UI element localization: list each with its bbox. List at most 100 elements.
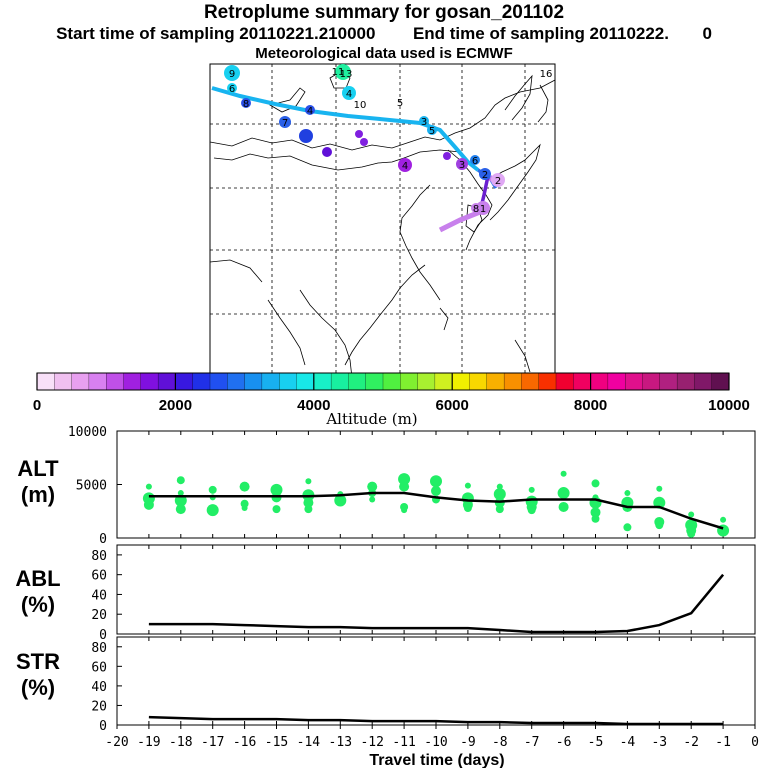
cluster-label: 13 (340, 69, 353, 80)
x-axis: -20 -19 -18 -17 -16 -15 -14 -13 -12 -11 -10 -9 -8 -7-… (105, 725, 759, 750)
cluster-marker (305, 105, 315, 115)
cluster-label: 2 (495, 176, 501, 187)
cluster-label: 11 (332, 67, 345, 78)
colorbar-cell (227, 372, 246, 391)
x-tick-label: -9 (460, 735, 476, 750)
abl-label: ABL (15, 566, 60, 591)
alt-point (369, 496, 376, 503)
cluster-marker (241, 98, 251, 108)
panel-frame (116, 636, 756, 726)
alt-point (240, 499, 249, 508)
y-tick-label: 80 (91, 641, 107, 656)
map-frame (209, 63, 556, 379)
y-tick-label: 40 (91, 588, 107, 603)
colorbar-cell (175, 372, 194, 391)
alt-label: ALT (17, 456, 59, 481)
trajectory-low-2 (438, 209, 481, 233)
cluster-marker (443, 152, 451, 160)
alt-point (496, 483, 503, 490)
cluster-marker (355, 130, 363, 138)
cluster-marker (335, 64, 351, 80)
colorbar-cell (676, 372, 695, 391)
y-tick-label: 60 (91, 569, 107, 584)
colorbar-cell (54, 372, 73, 391)
cluster-marker (322, 147, 332, 157)
alt-point (656, 485, 663, 492)
start-time: Start time of sampling 20110221.210000 (56, 24, 376, 43)
alt-point (624, 490, 631, 497)
x-tick-label: -13 (329, 735, 352, 750)
alt-point (143, 499, 154, 510)
cluster-label: 1 (480, 204, 486, 215)
trajectory-map: 1 2 2 3 3 4 4 4 5 6 6 7 8 8 (209, 63, 556, 379)
cluster-labels: 1 2 2 3 3 4 4 4 5 6 6 7 8 8 (224, 64, 552, 215)
alt-point (558, 501, 569, 512)
colorbar-cell (607, 372, 626, 391)
alt-point (687, 529, 696, 538)
cluster-label: 6 (229, 84, 235, 95)
alt-point (241, 505, 248, 512)
colorbar-cell (555, 372, 574, 391)
y-tick-label: 80 (91, 549, 107, 564)
cluster-label: 10 (354, 100, 367, 111)
colorbar-cell (348, 372, 367, 391)
colorbar-cell (625, 372, 643, 391)
colorbar-cell (192, 372, 211, 391)
colorbar-cell (486, 372, 505, 391)
colorbar-cell (469, 372, 488, 391)
cluster-marker (360, 138, 368, 146)
abl-panel: 0 20 40 60 80 (91, 544, 756, 643)
colorbar-tick-label: 2000 (159, 397, 192, 414)
cluster-label: 3 (421, 117, 427, 128)
colorbar-cell (209, 372, 228, 391)
cluster-marker (470, 155, 480, 165)
colorbar-tick-label: 0 (33, 397, 41, 414)
str-unit: (%) (21, 675, 55, 700)
cluster-marker (279, 116, 291, 128)
chart-title: Retroplume summary for gosan_201102 (203, 2, 565, 23)
x-tick-label: -10 (424, 735, 447, 750)
x-tick-label: -18 (169, 735, 192, 750)
colorbar-cell (123, 372, 142, 391)
cluster-marker (227, 83, 237, 93)
alt-point (270, 483, 283, 496)
x-tick-label: -1 (715, 735, 731, 750)
x-tick-label: -19 (137, 735, 160, 750)
alt-point (367, 481, 378, 492)
alt-point (655, 521, 664, 530)
cluster-marker (398, 158, 412, 172)
alt-point (303, 497, 314, 508)
alt-point (398, 473, 411, 486)
cluster-label: 8 (473, 204, 479, 215)
alt-point (464, 482, 471, 489)
alt-unit: (m) (21, 482, 55, 507)
x-tick-label: -8 (492, 735, 508, 750)
colorbar-cell (88, 372, 107, 391)
alt-point (591, 514, 600, 523)
cluster-marker (491, 173, 505, 187)
colorbar-cell (244, 372, 263, 391)
cluster-label: 16 (540, 69, 553, 80)
x-tick-label: -7 (524, 735, 540, 750)
y-tick-label: 20 (91, 608, 107, 623)
alt-point (495, 505, 504, 514)
end-time-suffix: 0 (702, 24, 712, 43)
cluster-label: 4 (346, 89, 352, 100)
colorbar-cell (659, 372, 678, 391)
abl-line (148, 573, 725, 634)
alt-point (527, 506, 536, 515)
colorbar-cell (538, 372, 557, 391)
alt-point (239, 481, 250, 492)
cluster-label: 6 (472, 156, 478, 167)
colorbar-cell (590, 372, 609, 391)
colorbar-cell (261, 372, 280, 391)
cluster-marker (419, 116, 429, 126)
colorbar-cell (711, 372, 730, 391)
alt-point (272, 505, 281, 514)
alt-point (176, 476, 185, 485)
alt-point (145, 483, 152, 490)
alt-point (623, 523, 632, 532)
colorbar-cell (365, 372, 384, 391)
altitude-colorbar: 0 2000 4000 6000 8000 10000 Altitude (m) (33, 372, 750, 428)
x-tick-label: -15 (265, 735, 288, 750)
